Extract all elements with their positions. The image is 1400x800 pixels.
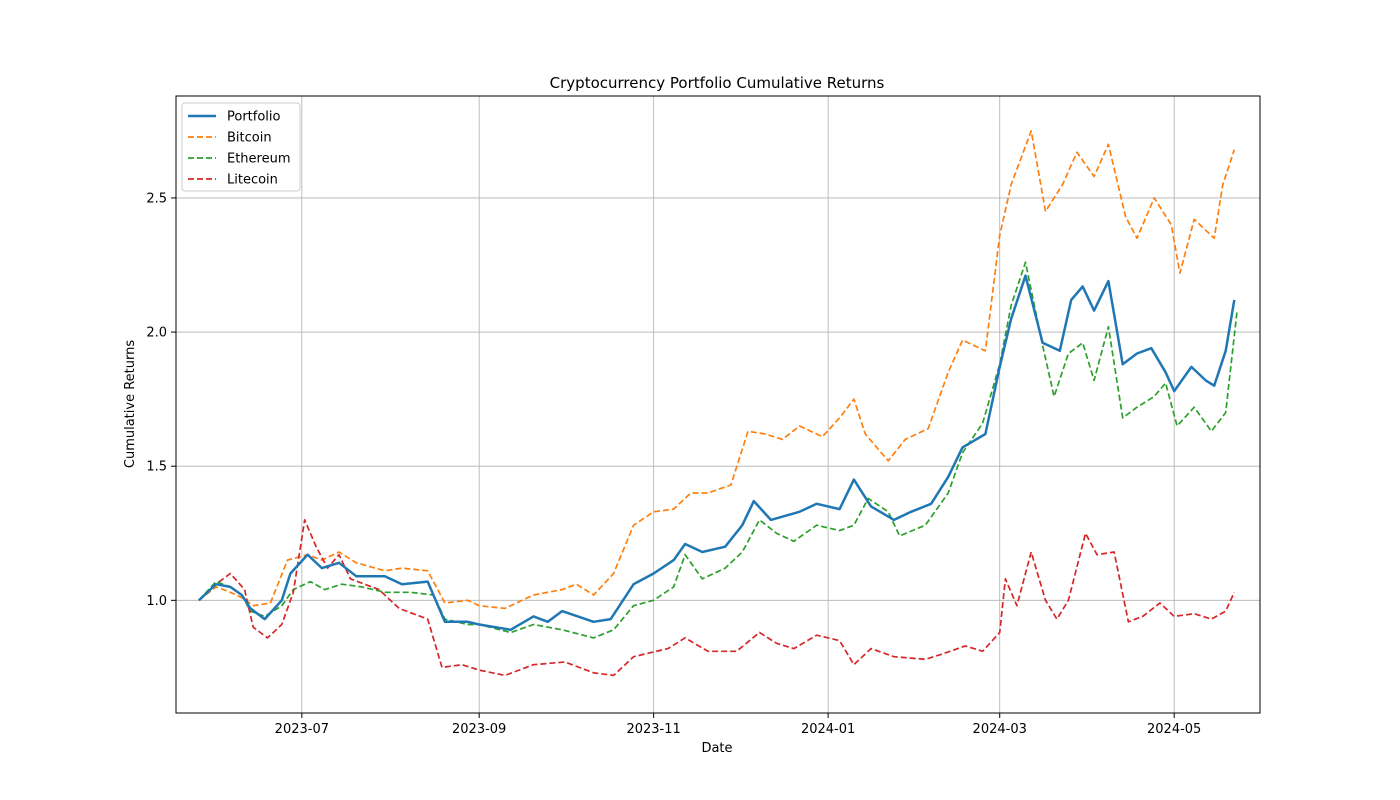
x-axis-label: Date: [701, 741, 732, 756]
legend-label-bitcoin: Bitcoin: [227, 131, 272, 146]
legend-label-ethereum: Ethereum: [227, 152, 291, 167]
x-tick-label: 2024-05: [1147, 722, 1201, 737]
series-line-litecoin: [198, 519, 1236, 677]
y-axis-ticks: 1.0 1.5 2.0 2.5: [146, 191, 176, 609]
x-axis-ticks: 2023-07 2023-09 2023-11 2024-01 2024-03 2024-…: [275, 713, 1201, 737]
y-axis-label: Cumulative Returns: [123, 340, 138, 468]
x-tick-label: 2024-01: [801, 722, 855, 737]
plot-frame: [175, 95, 1261, 714]
y-tick-label: 2.0: [146, 326, 167, 341]
y-tick-label: 2.5: [146, 191, 167, 206]
series-line-ethereum: [198, 261, 1238, 639]
legend-box: [181, 102, 301, 192]
x-tick-label: 2023-11: [626, 722, 680, 737]
series-lines: [198, 130, 1238, 677]
x-tick-label: 2024-03: [973, 722, 1027, 737]
legend-label-portfolio: Portfolio: [227, 110, 281, 125]
legend-label-litecoin: Litecoin: [227, 173, 278, 188]
y-tick-label: 1.0: [146, 594, 167, 609]
series-line-portfolio: [198, 274, 1236, 632]
series-line-bitcoin: [198, 130, 1236, 610]
y-tick-label: 1.5: [146, 460, 167, 475]
chart-title: Cryptocurrency Portfolio Cumulative Retu…: [550, 74, 885, 92]
grid-lines: [176, 96, 1260, 713]
x-tick-label: 2023-07: [275, 722, 329, 737]
x-tick-label: 2023-09: [452, 722, 506, 737]
legend: Portfolio Bitcoin Ethereum Litecoin: [181, 102, 301, 192]
